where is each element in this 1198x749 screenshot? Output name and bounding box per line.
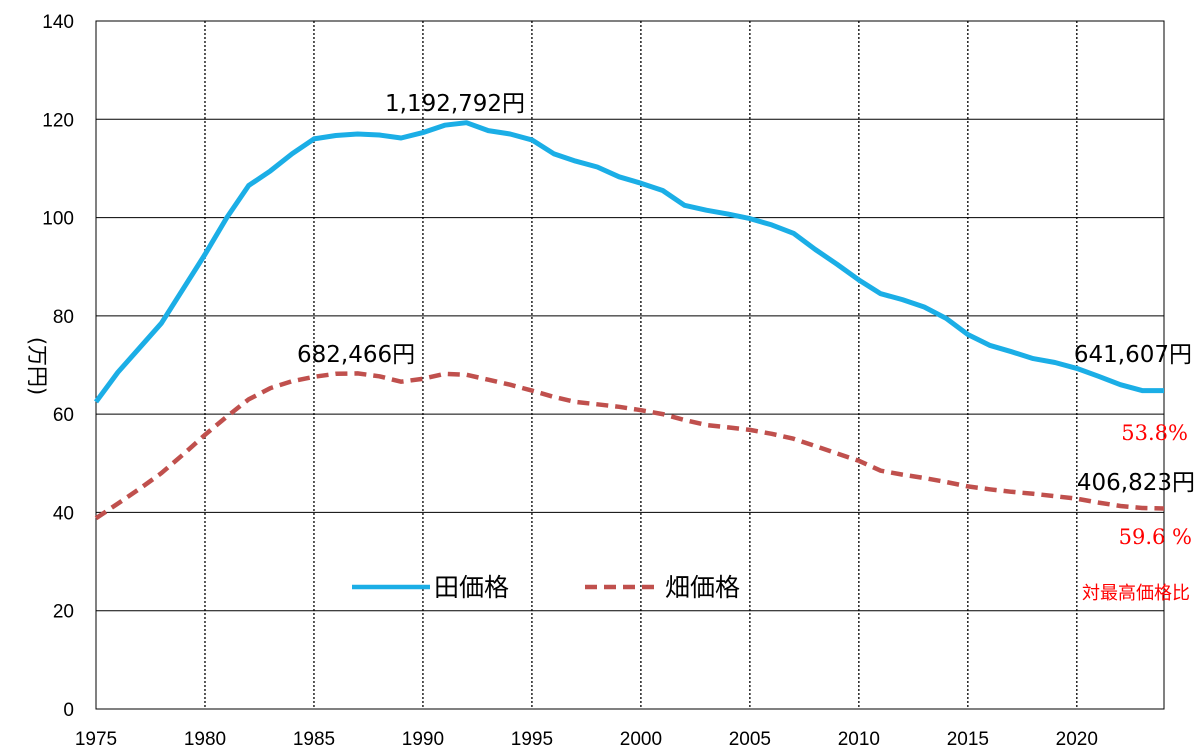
plot-frame xyxy=(95,20,1165,710)
x-tick-label: 1985 xyxy=(293,729,335,749)
y-axis-label: (万円) xyxy=(25,337,49,395)
series-line-rice xyxy=(93,120,1164,404)
rice-peak-annotation: 1,192,792円 xyxy=(385,91,525,117)
grid xyxy=(96,20,1164,710)
x-tick-label: 2020 xyxy=(1056,729,1098,749)
y-tick-labels: 0 20 40 60 80 100 120 140 xyxy=(42,12,74,721)
y-tick-label: 60 xyxy=(53,405,74,426)
y-tick-label: 0 xyxy=(63,700,74,721)
x-tick-label: 1980 xyxy=(184,729,226,749)
field-peak-annotation: 682,466円 xyxy=(297,342,415,368)
rice-latest-annotation: 641,607円 xyxy=(1074,342,1192,368)
field-latest-annotation: 406,823円 xyxy=(1077,470,1195,496)
x-tick-label: 2005 xyxy=(729,729,771,749)
y-tick-label: 100 xyxy=(42,209,74,230)
y-tick-label: 140 xyxy=(42,12,74,33)
x-tick-label: 1990 xyxy=(402,729,444,749)
y-tick-label: 80 xyxy=(53,307,74,328)
ratio-label: 対最高価格比 xyxy=(1082,583,1190,604)
legend: 田価格 畑価格 xyxy=(352,573,740,602)
x-tick-label: 2010 xyxy=(838,729,880,749)
x-tick-labels: 1975 1980 1985 1990 1995 2000 2005 2010 2015 2020 xyxy=(75,729,1098,749)
y-tick-label: 120 xyxy=(42,110,74,131)
x-tick-label: 2000 xyxy=(620,729,662,749)
field-ratio-annotation: 59.6 % xyxy=(1119,525,1192,549)
legend-label-rice: 田価格 xyxy=(434,573,509,602)
x-tick-label: 2015 xyxy=(947,729,989,749)
x-tick-label: 1995 xyxy=(511,729,553,749)
y-tick-label: 40 xyxy=(53,503,74,524)
series-lines xyxy=(93,120,1165,521)
series-line-field xyxy=(94,371,1165,521)
y-tick-label: 20 xyxy=(53,602,74,623)
legend-label-field: 畑価格 xyxy=(665,573,740,602)
x-tick-label: 1975 xyxy=(75,729,117,749)
rice-ratio-annotation: 53.8% xyxy=(1121,421,1188,445)
